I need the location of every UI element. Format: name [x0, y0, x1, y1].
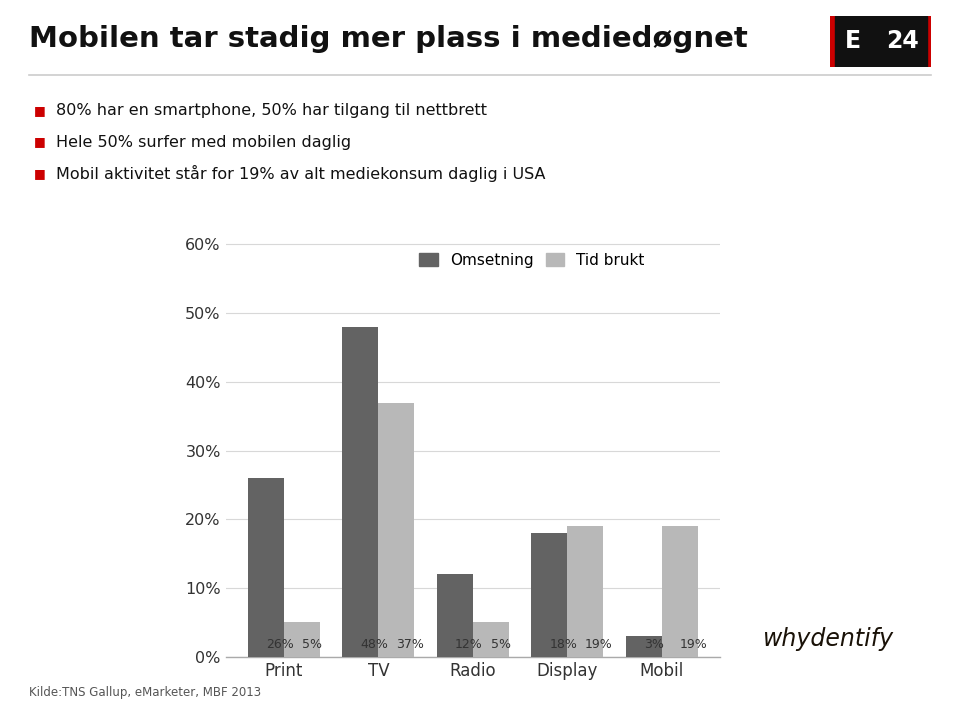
Text: Hele 50% surfer med mobilen daglig: Hele 50% surfer med mobilen daglig — [56, 134, 350, 150]
Text: Mobil aktivitet står for 19% av alt mediekonsum daglig i USA: Mobil aktivitet står for 19% av alt medi… — [56, 165, 545, 182]
Text: 18%: 18% — [549, 638, 577, 651]
Text: ■: ■ — [34, 136, 45, 148]
Bar — [284, 623, 320, 657]
Bar — [378, 403, 415, 657]
Bar — [472, 623, 509, 657]
Text: 37%: 37% — [396, 638, 424, 651]
Bar — [343, 327, 378, 657]
Text: 19%: 19% — [680, 638, 708, 651]
Text: whydentify: whydentify — [763, 627, 895, 651]
Text: 12%: 12% — [455, 638, 483, 651]
Bar — [661, 526, 698, 657]
Text: Mobilen tar stadig mer plass i mediedøgnet: Mobilen tar stadig mer plass i mediedøgn… — [29, 25, 748, 53]
Text: 19%: 19% — [586, 638, 612, 651]
Text: 48%: 48% — [360, 638, 388, 651]
Text: ■: ■ — [34, 168, 45, 180]
Text: 5%: 5% — [301, 638, 322, 651]
Text: 80% har en smartphone, 50% har tilgang til nettbrett: 80% har en smartphone, 50% har tilgang t… — [56, 102, 487, 118]
Text: 5%: 5% — [491, 638, 511, 651]
Text: 26%: 26% — [266, 638, 294, 651]
Legend: Omsetning, Tid brukt: Omsetning, Tid brukt — [414, 247, 651, 274]
Text: 24: 24 — [887, 29, 920, 53]
Bar — [437, 574, 472, 657]
Text: 3%: 3% — [644, 638, 663, 651]
Text: E: E — [845, 29, 860, 53]
Bar — [567, 526, 603, 657]
Bar — [248, 478, 284, 657]
Text: Kilde:TNS Gallup, eMarketer, MBF 2013: Kilde:TNS Gallup, eMarketer, MBF 2013 — [29, 687, 261, 699]
Text: ■: ■ — [34, 104, 45, 116]
Bar — [531, 533, 567, 657]
Bar — [626, 636, 661, 657]
